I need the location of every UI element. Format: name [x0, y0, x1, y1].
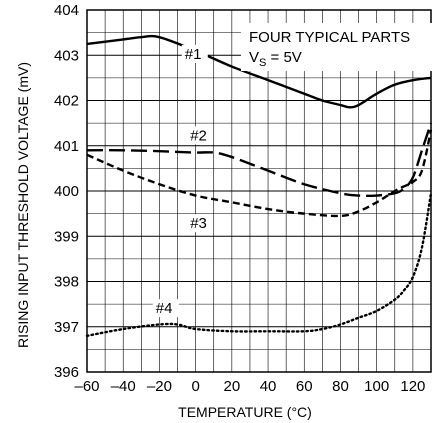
series-label-bg: [181, 44, 208, 63]
series-line-2: [86, 122, 433, 198]
x-tick-label: 0: [191, 378, 199, 395]
series-lines: [85, 34, 433, 337]
annotation-subscript: S: [259, 57, 266, 69]
annotation-line2: VS = 5V: [249, 49, 302, 69]
series-labels: #1 #2 #3 #4: [152, 44, 214, 318]
series-line-4: [85, 192, 433, 337]
series-label-1: #1: [185, 46, 202, 63]
series-label-bg: [187, 126, 214, 145]
series-label-4: #4: [156, 300, 173, 317]
annotation-equals: = 5V: [266, 49, 301, 66]
y-tick-label: 396: [54, 364, 79, 381]
annotation-box: FOUR TYPICAL PARTS VS = 5V: [241, 23, 433, 71]
x-tick-label: –60: [74, 378, 99, 395]
series-line-1: [86, 34, 432, 109]
y-tick-label: 399: [54, 228, 79, 245]
y-tick-label: 402: [54, 93, 79, 110]
x-tick-label: 40: [260, 378, 277, 395]
series-label-bg: [187, 214, 214, 233]
x-tick-label: 100: [364, 378, 389, 395]
x-tick-label: –20: [147, 378, 172, 395]
y-axis-label: RISING INPUT THRESHOLD VOLTAGE (mV): [15, 62, 31, 348]
y-tick-label: 398: [54, 274, 79, 291]
x-tick-label: –40: [111, 378, 136, 395]
series-label-bg: [152, 299, 179, 318]
x-tick-label: 120: [400, 378, 425, 395]
y-tick-labels: 396 397 398 399 400 401 402 403 404: [54, 2, 79, 381]
series-line-3: [86, 129, 433, 218]
series-label-3: #3: [190, 215, 207, 232]
series-label-2: #2: [190, 127, 207, 144]
y-tick-label: 403: [54, 47, 79, 64]
x-tick-label: 60: [296, 378, 313, 395]
x-tick-label: 80: [332, 378, 349, 395]
x-axis-label: TEMPERATURE (°C): [178, 404, 312, 420]
x-tick-labels: –60 –40 –20 0 20 40 60 80 100 120: [74, 378, 425, 395]
y-tick-label: 404: [54, 2, 79, 19]
y-tick-label: 401: [54, 138, 79, 155]
y-tick-label: 400: [54, 183, 79, 200]
x-tick-label: 20: [223, 378, 240, 395]
plot-frame: [86, 9, 432, 373]
annotation-line1: FOUR TYPICAL PARTS: [249, 29, 410, 46]
annotation-v: V: [249, 49, 259, 66]
y-tick-label: 397: [54, 319, 79, 336]
